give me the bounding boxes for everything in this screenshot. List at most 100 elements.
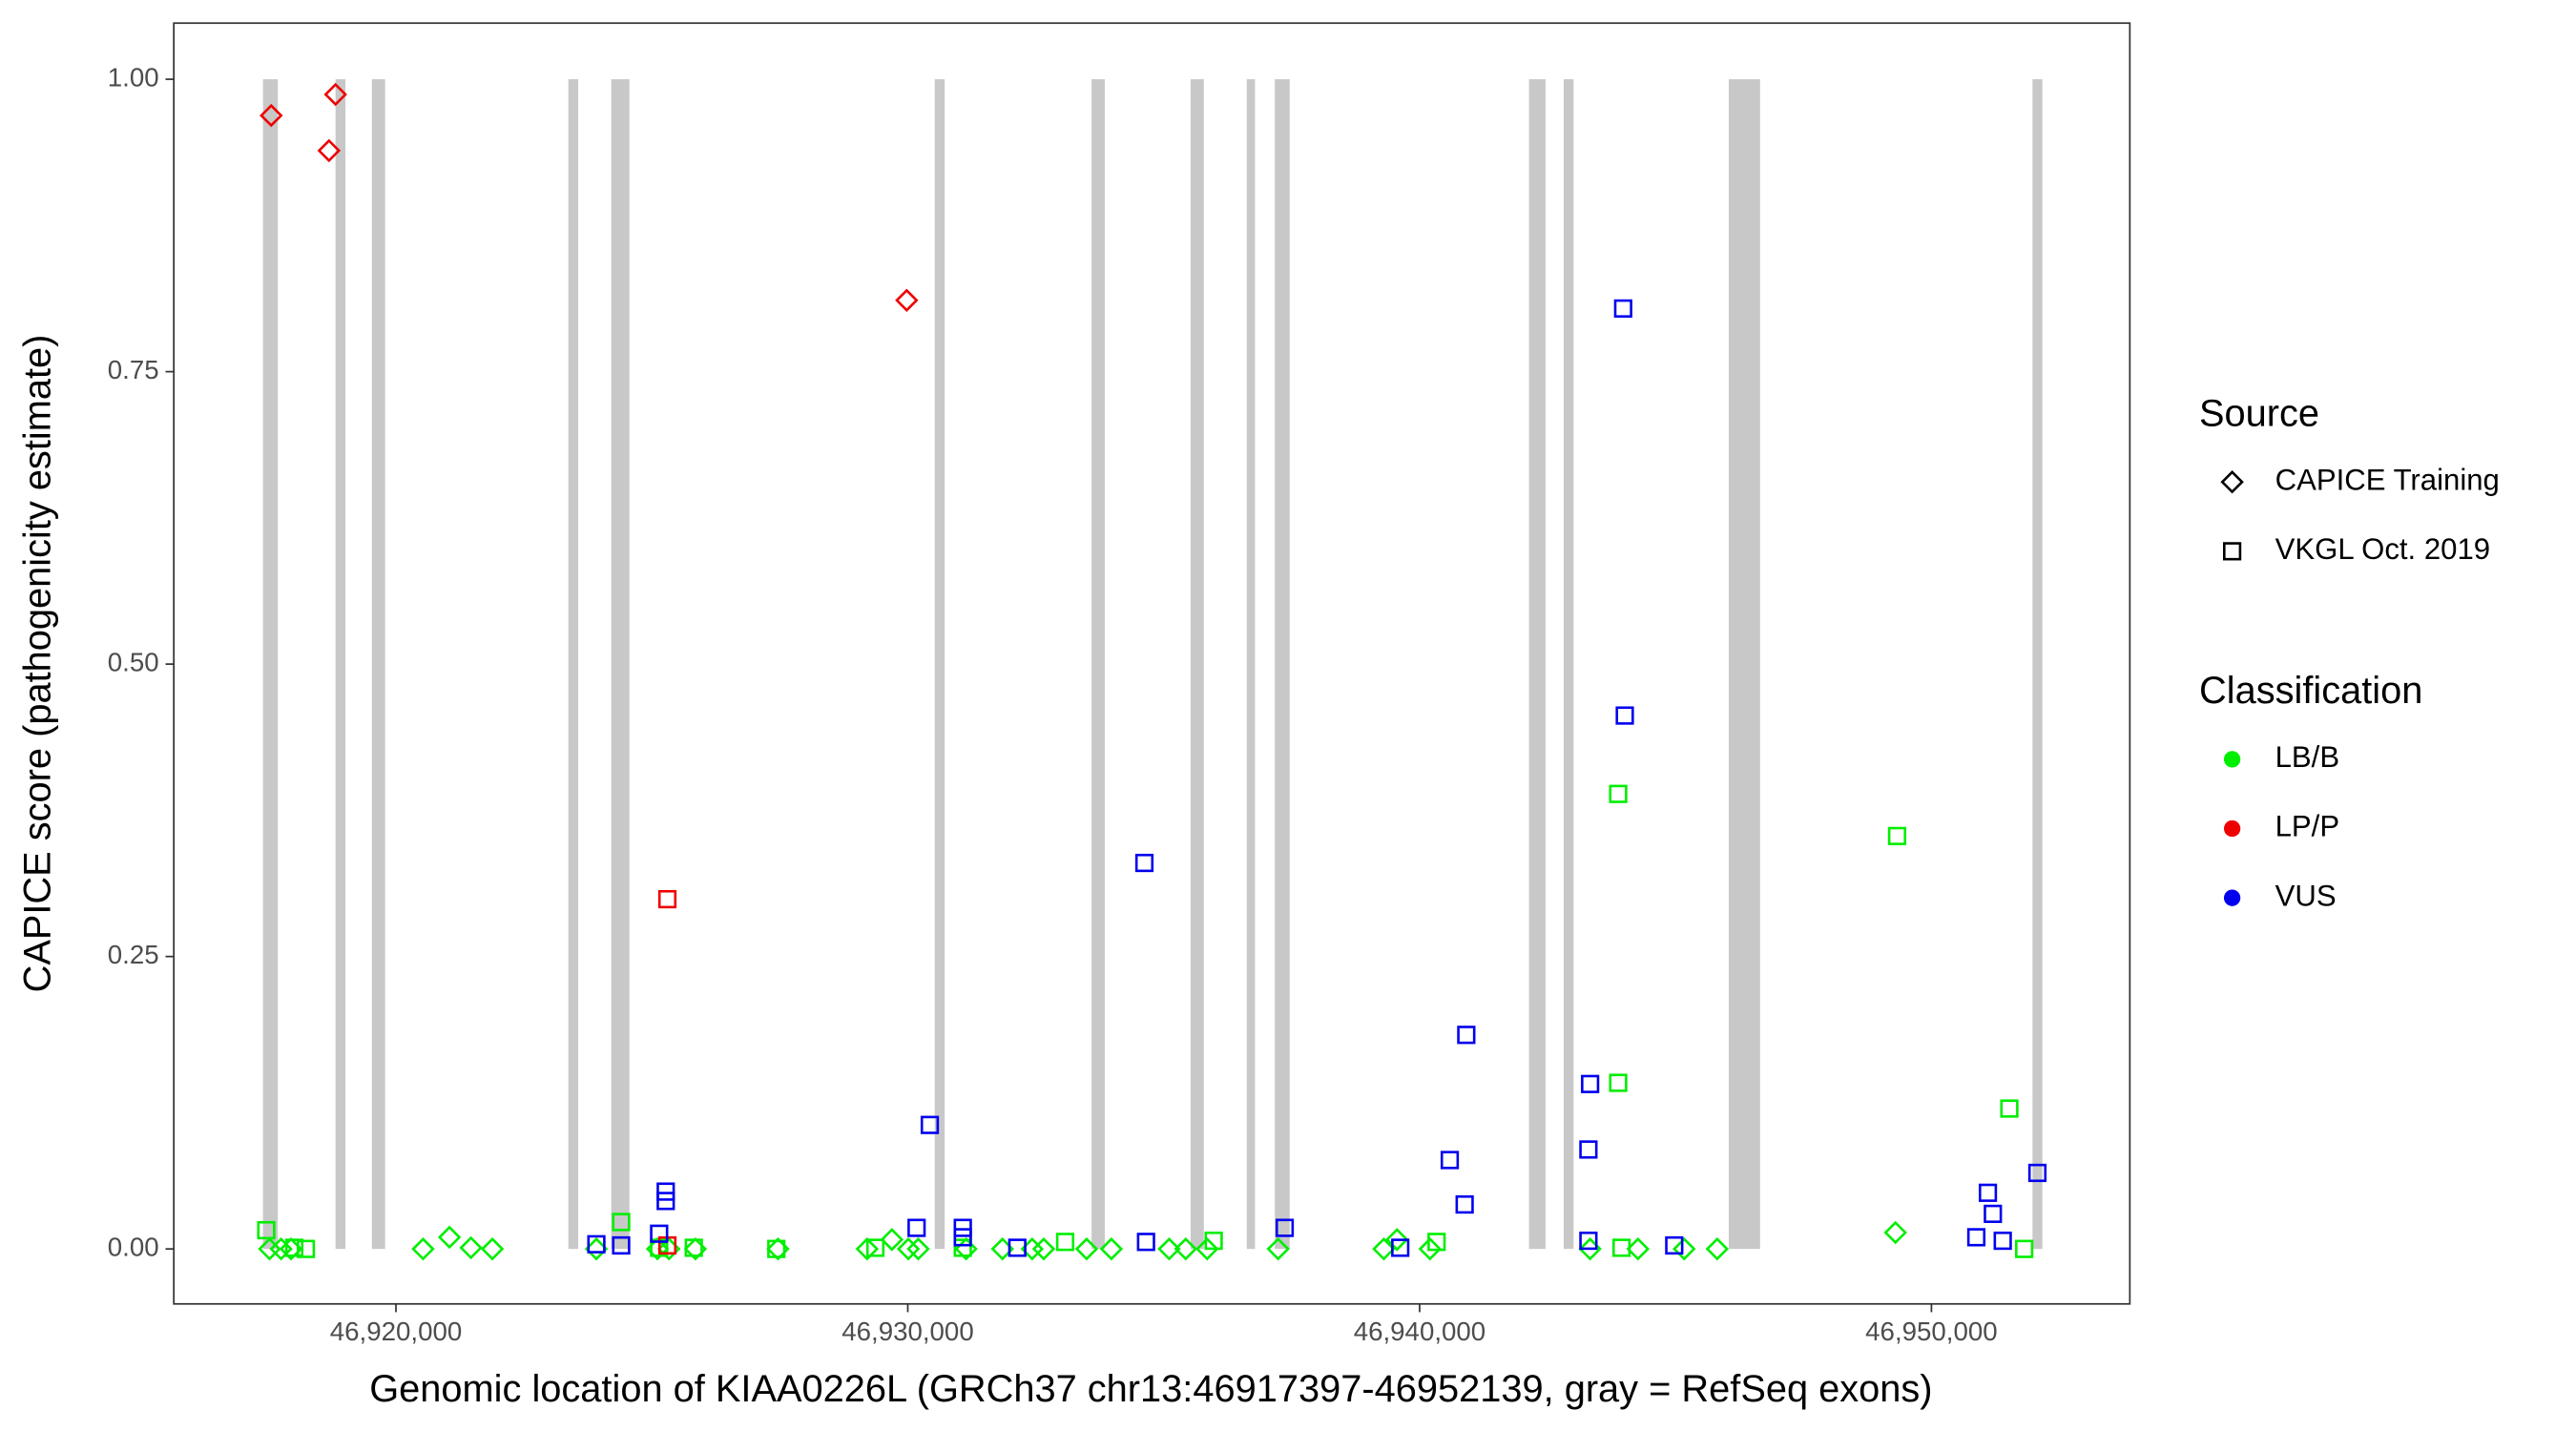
- point: [1136, 1233, 1155, 1252]
- point: [1984, 1204, 2003, 1223]
- point: [437, 1225, 462, 1250]
- point: [1055, 1233, 1075, 1252]
- point: [323, 82, 347, 107]
- point: [1008, 1238, 1027, 1257]
- point: [317, 138, 342, 163]
- point: [684, 1238, 703, 1257]
- point: [1266, 1236, 1290, 1261]
- point: [906, 1236, 930, 1261]
- point: [953, 1238, 972, 1257]
- point: [1427, 1233, 1446, 1252]
- y-axis-title: CAPICE score (pathogenicity estimate): [17, 335, 59, 993]
- legend-title: Classification: [2199, 670, 2422, 712]
- exon-band: [1275, 79, 1290, 1250]
- point: [1672, 1236, 1696, 1261]
- point: [1391, 1238, 1410, 1257]
- point: [650, 1224, 669, 1243]
- point: [1993, 1231, 2012, 1251]
- point: [1887, 826, 1907, 845]
- legend-key: [2223, 542, 2242, 561]
- point: [2000, 1099, 2019, 1118]
- point: [284, 1238, 304, 1257]
- legend-title: Source: [2199, 393, 2319, 435]
- legend-label: LB/B: [2275, 740, 2339, 774]
- point: [2027, 1163, 2047, 1183]
- point: [855, 1236, 880, 1261]
- y-tick-label: 0.50: [108, 647, 159, 676]
- point: [1275, 1218, 1295, 1237]
- point: [880, 1228, 904, 1252]
- point: [1195, 1236, 1219, 1261]
- point: [459, 1235, 483, 1260]
- legend-label: CAPICE Training: [2275, 463, 2500, 496]
- point: [1615, 706, 1634, 725]
- y-tick-label: 0.00: [108, 1232, 159, 1261]
- x-axis-title: Genomic location of KIAA0226L (GRCh37 ch…: [369, 1368, 1932, 1410]
- exon-band: [934, 79, 945, 1250]
- legend-label: VKGL Oct. 2019: [2275, 532, 2491, 566]
- point: [260, 103, 283, 128]
- legend-key: [2223, 751, 2241, 768]
- point: [1099, 1236, 1124, 1261]
- plot-area: [174, 23, 2130, 1304]
- y-tick-label: 1.00: [108, 62, 159, 92]
- point: [907, 1218, 926, 1237]
- point: [920, 1115, 940, 1134]
- exon-band: [1091, 79, 1105, 1250]
- x-tick-label: 46,930,000: [841, 1317, 974, 1346]
- exon-band: [611, 79, 630, 1250]
- point: [657, 889, 677, 909]
- point: [2015, 1239, 2034, 1258]
- point: [1455, 1194, 1474, 1214]
- point: [1372, 1236, 1396, 1261]
- point: [896, 1236, 921, 1261]
- legend-key: [2223, 819, 2241, 838]
- point: [767, 1239, 786, 1258]
- x-tick-label: 46,940,000: [1354, 1317, 1486, 1346]
- point: [1157, 1236, 1181, 1261]
- point: [1665, 1235, 1684, 1255]
- exon-band: [1528, 79, 1546, 1250]
- exon-band: [1190, 79, 1204, 1250]
- point: [1613, 299, 1632, 318]
- point: [1579, 1140, 1598, 1159]
- y-tick-label: 0.25: [108, 940, 159, 969]
- point: [1204, 1231, 1223, 1251]
- point: [1581, 1074, 1600, 1093]
- point: [296, 1239, 316, 1258]
- point: [1609, 784, 1628, 803]
- exon-band: [1563, 79, 1574, 1250]
- point: [1457, 1026, 1476, 1045]
- y-tick-label: 0.75: [108, 355, 159, 384]
- point: [656, 1182, 675, 1201]
- point: [480, 1236, 505, 1261]
- x-tick-label: 46,950,000: [1865, 1317, 1998, 1346]
- legend-label: VUS: [2275, 879, 2337, 912]
- point: [953, 1228, 972, 1247]
- exon-band: [1728, 79, 1760, 1250]
- point: [1174, 1236, 1197, 1261]
- point: [1031, 1236, 1056, 1261]
- point: [1418, 1236, 1443, 1261]
- exon-band: [371, 79, 385, 1250]
- x-tick-label: 46,920,000: [330, 1317, 463, 1346]
- plot-border: [173, 22, 2131, 1305]
- point: [1966, 1228, 1986, 1247]
- point: [411, 1236, 435, 1261]
- legend-key: [2223, 889, 2241, 906]
- point: [953, 1218, 972, 1237]
- exon-band: [335, 79, 346, 1250]
- point: [1611, 1238, 1631, 1257]
- point: [257, 1220, 276, 1240]
- point: [612, 1213, 631, 1232]
- point: [1705, 1236, 1730, 1261]
- exon-band: [262, 79, 279, 1250]
- point: [1440, 1151, 1460, 1170]
- point: [1609, 1073, 1628, 1092]
- point: [584, 1236, 609, 1261]
- exon-band: [568, 79, 579, 1250]
- point: [587, 1234, 606, 1254]
- point: [1579, 1231, 1598, 1251]
- exon-band: [1246, 79, 1256, 1250]
